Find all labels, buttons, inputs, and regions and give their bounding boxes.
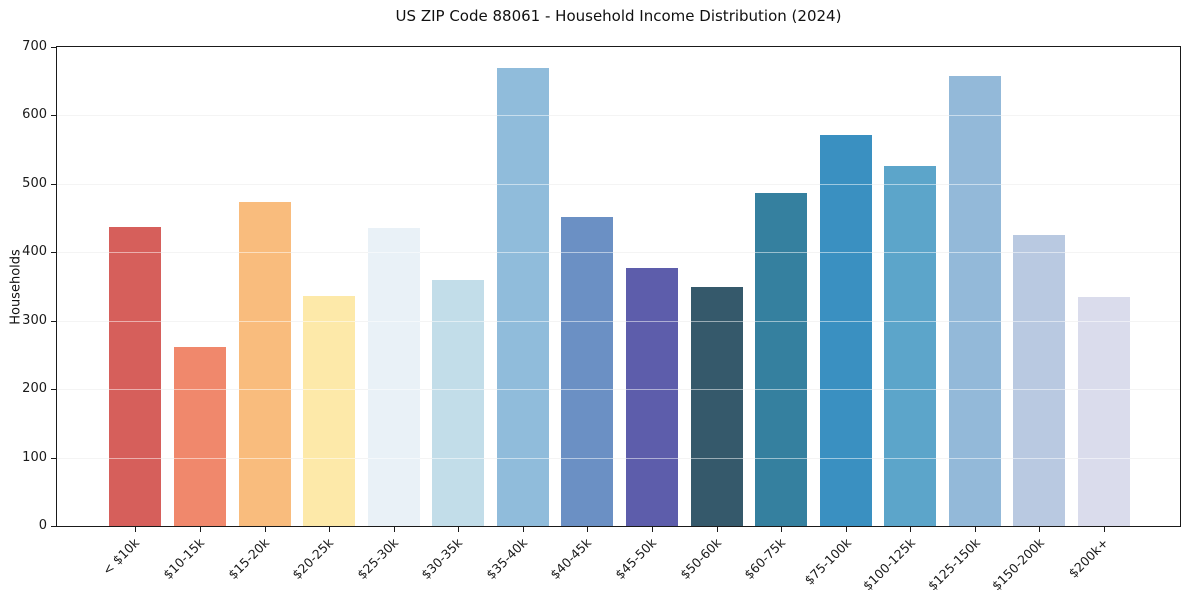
x-tick-mark-14 <box>1039 527 1040 532</box>
gridline-overlay-y-500 <box>57 184 1180 185</box>
x-tick-mark-11 <box>846 527 847 532</box>
y-tick-mark-400 <box>51 252 56 253</box>
bar--30-35k <box>432 280 484 526</box>
y-tick-mark-100 <box>51 458 56 459</box>
x-tick-label-1: $10-15k <box>160 535 208 583</box>
bar--200k+ <box>1078 297 1130 526</box>
bar--20-25k <box>303 296 355 526</box>
x-tick-mark-3 <box>329 527 330 532</box>
x-tick-label-13: $125-150k <box>924 535 983 590</box>
gridline-overlay-y-400 <box>57 252 1180 253</box>
x-tick-label-0: < $10k <box>99 535 143 578</box>
x-tick-label-2: $15-20k <box>225 535 273 583</box>
y-tick-label-400: 400 <box>22 244 47 259</box>
x-tick-label-4: $25-30k <box>354 535 402 583</box>
y-tick-label-100: 100 <box>22 450 47 465</box>
x-tick-label-11: $75-100k <box>800 535 854 588</box>
bar--75-100k <box>820 135 872 526</box>
x-tick-mark-1 <box>200 527 201 532</box>
y-tick-mark-700 <box>51 47 56 48</box>
bar--50-60k <box>691 287 743 526</box>
y-tick-label-0: 0 <box>38 518 47 533</box>
chart-title: US ZIP Code 88061 - Household Income Dis… <box>395 7 842 25</box>
x-tick-mark-10 <box>781 527 782 532</box>
x-tick-mark-12 <box>910 527 911 532</box>
x-tick-label-14: $150-200k <box>988 535 1047 590</box>
bar--100-125k <box>884 166 936 526</box>
y-tick-mark-300 <box>51 321 56 322</box>
x-tick-mark-9 <box>717 527 718 532</box>
y-tick-label-700: 700 <box>22 39 47 54</box>
bar--45-50k <box>626 268 678 526</box>
x-tick-label-6: $35-40k <box>483 535 531 583</box>
y-tick-mark-200 <box>51 389 56 390</box>
bar--15-20k <box>239 202 291 526</box>
plot-area <box>56 46 1181 527</box>
x-tick-label-9: $50-60k <box>677 535 725 583</box>
x-tick-label-8: $45-50k <box>612 535 660 583</box>
y-tick-mark-0 <box>51 526 56 527</box>
bar--25-30k <box>368 228 420 526</box>
gridline-overlay-y-300 <box>57 321 1180 322</box>
bar--125-150k <box>949 76 1001 526</box>
x-tick-label-12: $100-125k <box>859 535 918 590</box>
x-tick-mark-7 <box>587 527 588 532</box>
x-tick-label-7: $40-45k <box>547 535 595 583</box>
bar--10-15k <box>174 347 226 526</box>
x-tick-mark-2 <box>265 527 266 532</box>
x-tick-mark-15 <box>1104 527 1105 532</box>
x-tick-mark-6 <box>523 527 524 532</box>
x-tick-label-3: $20-25k <box>289 535 337 583</box>
bar--60-75k <box>755 193 807 526</box>
bar--35-40k <box>497 68 549 526</box>
x-tick-label-10: $60-75k <box>741 535 789 583</box>
y-tick-mark-500 <box>51 184 56 185</box>
gridline-overlay-y-200 <box>57 389 1180 390</box>
bar--40-45k <box>561 217 613 526</box>
gridline-overlay-y-600 <box>57 115 1180 116</box>
bar--150-200k <box>1013 235 1065 526</box>
y-tick-label-500: 500 <box>22 176 47 191</box>
gridline-overlay-y-100 <box>57 458 1180 459</box>
x-tick-mark-4 <box>394 527 395 532</box>
y-tick-label-300: 300 <box>22 313 47 328</box>
x-tick-mark-0 <box>135 527 136 532</box>
y-tick-mark-600 <box>51 115 56 116</box>
y-tick-label-600: 600 <box>22 107 47 122</box>
x-tick-mark-13 <box>975 527 976 532</box>
y-tick-label-200: 200 <box>22 381 47 396</box>
x-tick-mark-8 <box>652 527 653 532</box>
x-tick-mark-5 <box>458 527 459 532</box>
x-tick-label-5: $30-35k <box>418 535 466 583</box>
bar--10k <box>109 227 161 526</box>
x-tick-label-15: $200k+ <box>1065 535 1112 581</box>
